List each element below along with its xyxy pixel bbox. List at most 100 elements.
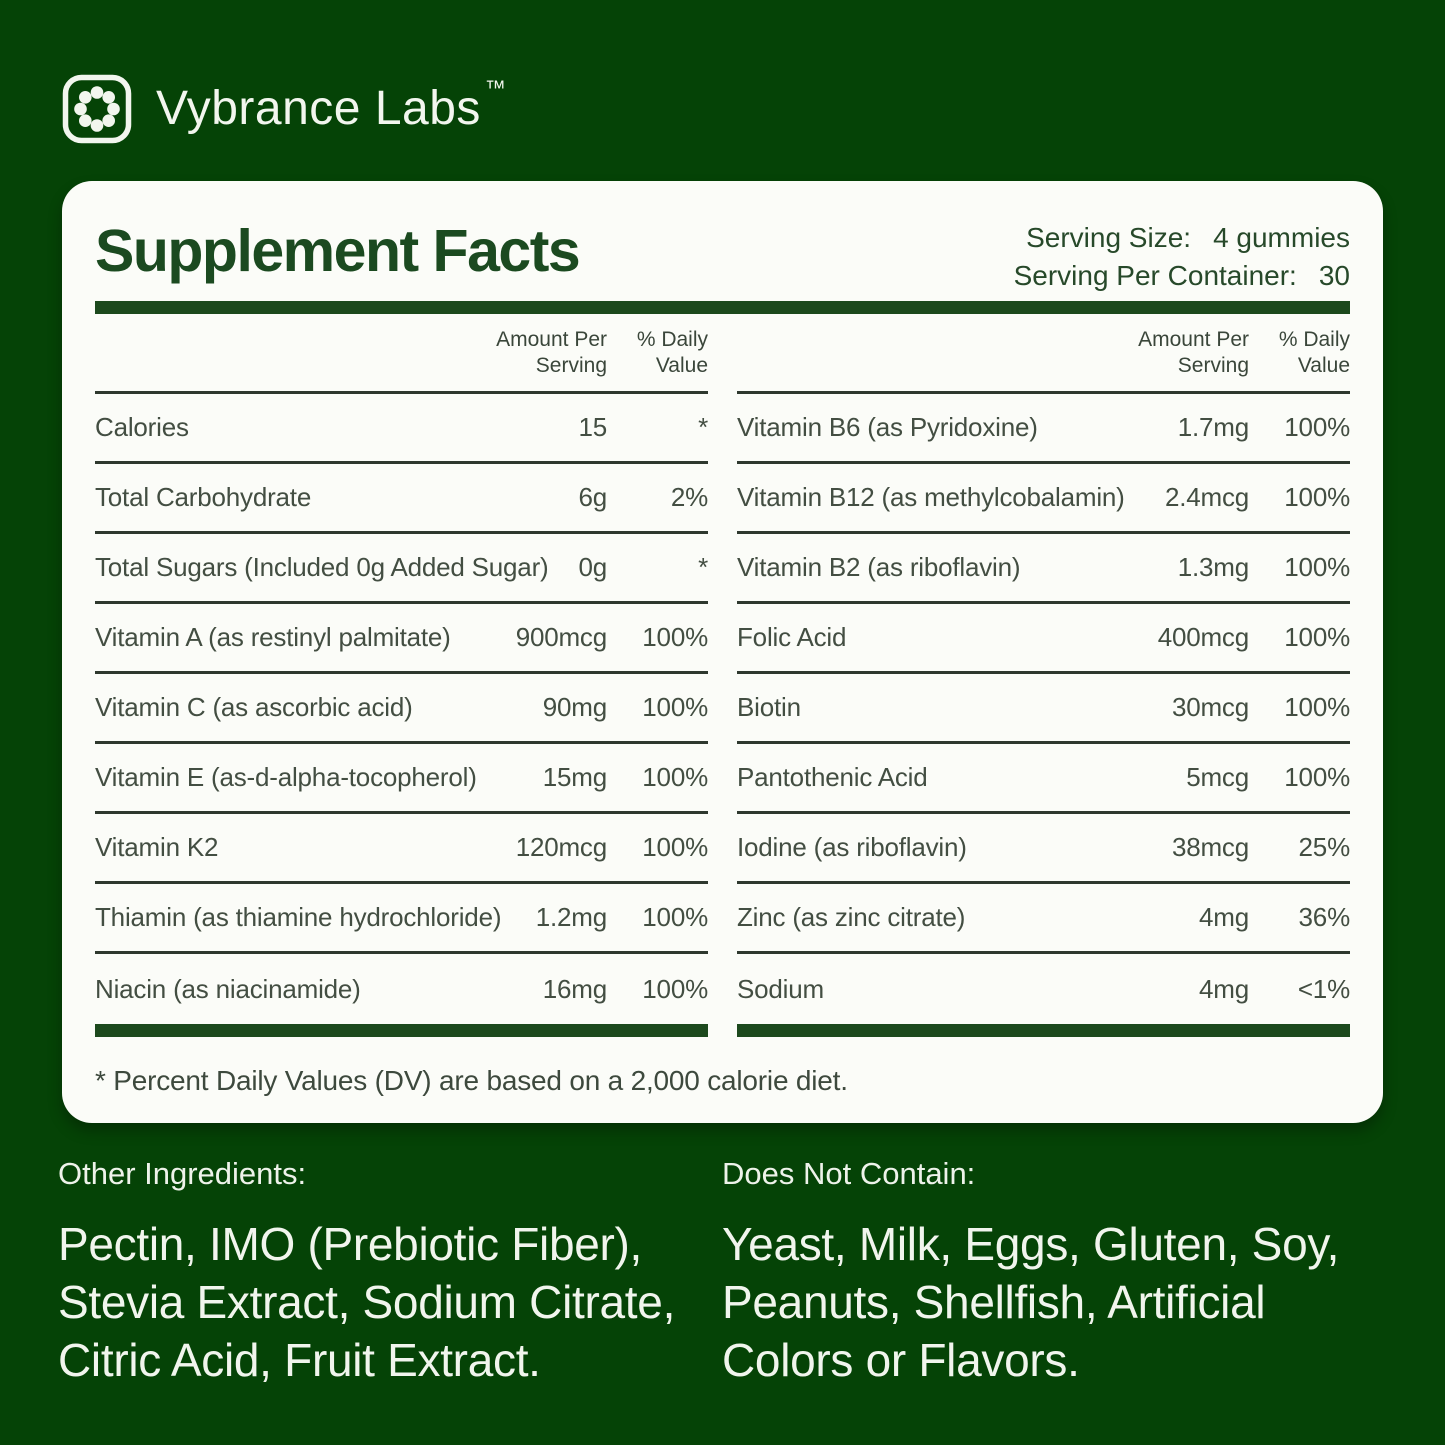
nutrient-rows-left: Calories 15 * Total Carbohydrate 6g 2% T… bbox=[95, 394, 708, 1024]
nutrient-row: Total Carbohydrate 6g 2% bbox=[95, 464, 708, 534]
nutrient-row: Vitamin B12 (as methylcobalamin) 2.4mcg … bbox=[737, 464, 1350, 534]
facts-columns: Amount Per Serving % Daily Value Calorie… bbox=[95, 314, 1350, 1037]
nutrient-name: Vitamin K2 bbox=[95, 832, 219, 862]
nutrient-row: Vitamin C (as ascorbic acid) 90mg 100% bbox=[95, 674, 708, 744]
nutrient-row: Sodium 4mg <1% bbox=[737, 954, 1350, 1024]
nutrient-name: Sodium bbox=[737, 973, 824, 1004]
amount-header-line1: Amount Per bbox=[496, 328, 607, 351]
dv-header-line1: % Daily bbox=[1278, 328, 1350, 351]
column-header-left: Amount Per Serving % Daily Value bbox=[95, 314, 708, 394]
brand-name-text: Vybrance Labs bbox=[156, 82, 481, 135]
nutrient-row: Niacin (as niacinamide) 16mg 100% bbox=[95, 954, 708, 1024]
nutrient-amount: 90mg bbox=[542, 692, 607, 722]
nutrient-row: Vitamin K2 120mcg 100% bbox=[95, 814, 708, 884]
column-header-right: Amount Per Serving % Daily Value bbox=[737, 314, 1350, 394]
nutrient-row: Total Sugars (Included 0g Added Sugar) 0… bbox=[95, 534, 708, 604]
nutrient-daily-value: 100% bbox=[642, 762, 708, 792]
nutrient-row: Biotin 30mcg 100% bbox=[737, 674, 1350, 744]
nutrient-daily-value: 100% bbox=[1284, 552, 1350, 582]
nutrient-row: Vitamin B6 (as Pyridoxine) 1.7mg 100% bbox=[737, 394, 1350, 464]
nutrient-daily-value: 100% bbox=[642, 622, 708, 652]
nutrient-daily-value: 100% bbox=[642, 832, 708, 862]
header-divider-bar bbox=[95, 301, 1350, 314]
nutrient-name: Niacin (as niacinamide) bbox=[95, 973, 361, 1004]
nutrient-amount: 900mcg bbox=[515, 622, 608, 652]
nutrient-amount: 4mg bbox=[1199, 973, 1249, 1004]
serving-size-value: 4 gummies bbox=[1213, 222, 1350, 253]
nutrient-name: Vitamin B12 (as methylcobalamin) bbox=[737, 482, 1125, 512]
serving-size-label: Serving Size: bbox=[1026, 222, 1192, 253]
column-bottom-bar bbox=[95, 1024, 708, 1037]
does-not-contain-label: Does Not Contain: bbox=[722, 1156, 976, 1191]
nutrient-amount: 1.7mg bbox=[1177, 412, 1249, 442]
daily-value-footnote: * Percent Daily Values (DV) are based on… bbox=[95, 1065, 848, 1096]
nutrient-row: Vitamin E (as-d-alpha-tocopherol) 15mg 1… bbox=[95, 744, 708, 814]
nutrient-row: Folic Acid 400mcg 100% bbox=[737, 604, 1350, 674]
nutrient-row: Thiamin (as thiamine hydrochloride) 1.2m… bbox=[95, 884, 708, 954]
card-header: Supplement Facts Serving Size: 4 gummies… bbox=[95, 215, 1350, 301]
nutrient-name: Total Sugars (Included 0g Added Sugar) bbox=[95, 552, 549, 582]
serving-info: Serving Size: 4 gummies Serving Per Cont… bbox=[1014, 219, 1350, 295]
trademark-symbol: ™ bbox=[484, 77, 507, 100]
panel-title: Supplement Facts bbox=[95, 218, 581, 284]
amount-per-serving-header: Amount Per Serving bbox=[1138, 327, 1249, 379]
nutrient-name: Vitamin E (as-d-alpha-tocopherol) bbox=[95, 762, 477, 792]
servings-per-container-label: Serving Per Container: bbox=[1013, 260, 1297, 291]
nutrient-amount: 5mcg bbox=[1186, 762, 1249, 792]
facts-column-right: Amount Per Serving % Daily Value Vitamin… bbox=[737, 314, 1350, 1037]
nutrient-name: Vitamin B2 (as riboflavin) bbox=[737, 552, 1021, 582]
amount-header-line2: Serving bbox=[535, 354, 607, 377]
nutrient-amount: 0g bbox=[578, 552, 607, 582]
nutrient-row: Zinc (as zinc citrate) 4mg 36% bbox=[737, 884, 1350, 954]
brand-name: Vybrance Labs ™ bbox=[156, 74, 506, 144]
servings-per-container-value: 30 bbox=[1318, 260, 1350, 291]
nutrient-amount: 16mg bbox=[542, 973, 607, 1004]
other-ingredients-label: Other Ingredients: bbox=[58, 1156, 307, 1191]
supplement-facts-card: Supplement Facts Serving Size: 4 gummies… bbox=[62, 181, 1383, 1123]
daily-value-header: % Daily Value bbox=[1249, 327, 1350, 379]
dv-header-line2: Value bbox=[1297, 354, 1350, 377]
nutrient-amount: 6g bbox=[578, 482, 607, 512]
nutrient-name: Calories bbox=[95, 412, 189, 442]
nutrient-daily-value: 2% bbox=[670, 482, 708, 512]
nutrient-daily-value: * bbox=[698, 552, 708, 582]
nutrient-amount: 30mcg bbox=[1171, 692, 1249, 722]
nutrient-amount: 1.2mg bbox=[535, 902, 607, 932]
nutrient-amount: 4mg bbox=[1199, 902, 1249, 932]
nutrient-daily-value: * bbox=[698, 412, 708, 442]
dv-header-line2: Value bbox=[655, 354, 708, 377]
nutrient-amount: 1.3mg bbox=[1177, 552, 1249, 582]
does-not-contain-text: Yeast, Milk, Eggs, Gluten, Soy, Peanuts,… bbox=[722, 1218, 1340, 1386]
nutrient-name: Zinc (as zinc citrate) bbox=[737, 902, 966, 932]
nutrient-row: Iodine (as riboflavin) 38mcg 25% bbox=[737, 814, 1350, 884]
nutrient-name: Thiamin (as thiamine hydrochloride) bbox=[95, 902, 502, 932]
dv-header-line1: % Daily bbox=[636, 328, 708, 351]
nutrient-name: Biotin bbox=[737, 692, 801, 722]
nutrient-name: Vitamin B6 (as Pyridoxine) bbox=[737, 412, 1038, 442]
nutrient-amount: 120mcg bbox=[515, 832, 608, 862]
nutrient-daily-value: 100% bbox=[1284, 412, 1350, 442]
nutrient-amount: 400mcg bbox=[1157, 622, 1250, 652]
brand-logo: Vybrance Labs ™ bbox=[62, 74, 506, 144]
nutrient-name: Vitamin A (as restinyl palmitate) bbox=[95, 622, 451, 652]
other-ingredients-section: Other Ingredients: Pectin, IMO (Prebioti… bbox=[58, 1155, 688, 1389]
nutrient-row: Calories 15 * bbox=[95, 394, 708, 464]
nutrient-name: Folic Acid bbox=[737, 622, 847, 652]
nutrient-daily-value: 25% bbox=[1298, 832, 1351, 862]
nutrient-daily-value: 100% bbox=[642, 692, 708, 722]
serving-size-row: Serving Size: 4 gummies bbox=[1014, 219, 1350, 257]
nutrient-daily-value: 36% bbox=[1298, 902, 1351, 932]
nutrient-row: Vitamin A (as restinyl palmitate) 900mcg… bbox=[95, 604, 708, 674]
nutrient-amount: 2.4mcg bbox=[1164, 482, 1249, 512]
nutrient-row: Vitamin B2 (as riboflavin) 1.3mg 100% bbox=[737, 534, 1350, 604]
nutrient-amount: 15 bbox=[578, 412, 607, 442]
nutrient-name: Total Carbohydrate bbox=[95, 482, 312, 512]
nutrient-daily-value: <1% bbox=[1297, 973, 1350, 1004]
nutrient-row: Pantothenic Acid 5mcg 100% bbox=[737, 744, 1350, 814]
nutrient-amount: 38mcg bbox=[1171, 832, 1249, 862]
nutrient-name: Iodine (as riboflavin) bbox=[737, 832, 967, 862]
does-not-contain-section: Does Not Contain: Yeast, Milk, Eggs, Glu… bbox=[722, 1155, 1382, 1389]
servings-per-container-row: Serving Per Container: 30 bbox=[1014, 257, 1350, 295]
nutrient-rows-right: Vitamin B6 (as Pyridoxine) 1.7mg 100% Vi… bbox=[737, 394, 1350, 1024]
nutrient-daily-value: 100% bbox=[642, 902, 708, 932]
